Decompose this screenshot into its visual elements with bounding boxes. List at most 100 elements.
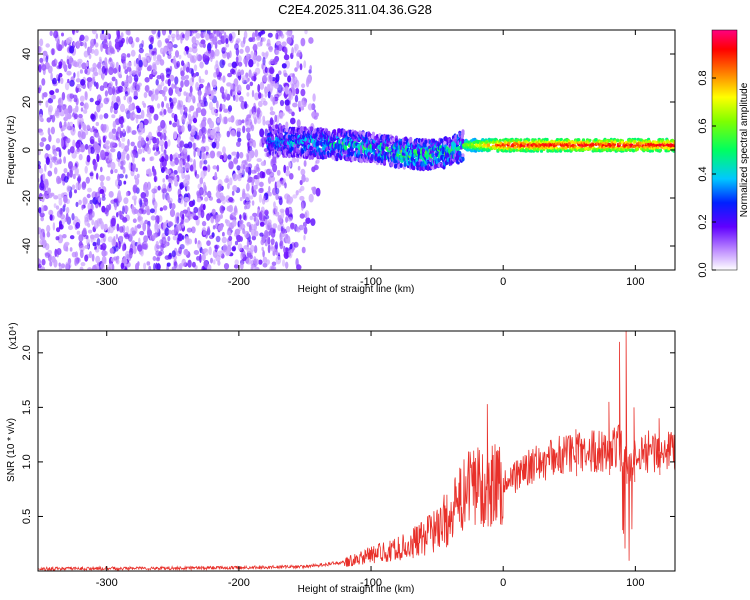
heatmap-cell — [247, 142, 250, 149]
heatmap-cell — [137, 148, 143, 155]
heatmap-cell — [142, 243, 148, 250]
heatmap-cell — [123, 95, 127, 101]
heatmap-cell — [272, 250, 276, 257]
heatmap-cell — [189, 158, 193, 163]
heatmap-cell — [39, 38, 44, 47]
heatmap-cell — [195, 173, 200, 179]
heatmap-cell — [176, 34, 181, 41]
heatmap-cell — [193, 159, 196, 168]
chart-title: C2E4.2025.311.04.36.G28 — [278, 2, 432, 17]
heatmap-cell — [294, 139, 299, 145]
heatmap-cell — [113, 198, 118, 203]
heatmap-cell — [144, 85, 150, 92]
heatmap-cell — [76, 230, 81, 235]
heatmap-cell — [61, 103, 67, 109]
heatmap-cell — [297, 149, 301, 155]
heatmap-cell — [234, 94, 239, 103]
heatmap-cell — [559, 137, 563, 142]
heatmap-cell — [186, 185, 190, 191]
heatmap-cell — [83, 124, 87, 132]
heatmap-cell — [149, 106, 155, 114]
heatmap-cell — [287, 153, 291, 159]
heatmap-cell — [69, 121, 73, 127]
heatmap-cell — [38, 263, 42, 269]
heatmap-cell — [242, 212, 247, 221]
heatmap-cell — [217, 135, 221, 142]
heatmap-cell — [108, 131, 114, 140]
heatmap-cell — [84, 42, 87, 49]
heatmap-cell — [120, 123, 124, 128]
heatmap-cell — [195, 32, 201, 39]
heatmap-cell — [232, 173, 238, 182]
heatmap-cell — [65, 206, 70, 214]
heatmap-cell — [313, 128, 318, 134]
heatmap-cell — [144, 219, 149, 225]
heatmap-cell — [91, 219, 95, 226]
heatmap-cell — [38, 167, 44, 174]
heatmap-cell — [38, 87, 41, 94]
heatmap-cell — [180, 80, 184, 88]
heatmap-cell — [82, 109, 88, 114]
heatmap-cell — [109, 141, 115, 147]
heatmap-cell — [276, 45, 280, 51]
heatmap-cell — [251, 177, 255, 186]
heatmap-cell — [191, 36, 197, 44]
heatmap-cell — [152, 144, 159, 149]
heatmap-cell — [217, 260, 221, 266]
heatmap-cell — [69, 79, 75, 87]
heatmap-cell — [257, 83, 261, 93]
heatmap-cell — [206, 214, 212, 219]
heatmap-cell — [74, 251, 78, 258]
top-y-tick-label: 40 — [21, 48, 33, 60]
heatmap-cell — [122, 87, 128, 92]
heatmap-cell — [118, 179, 122, 187]
heatmap-cell — [296, 157, 299, 163]
heatmap-cell — [92, 241, 97, 247]
heatmap-cell — [584, 146, 588, 150]
heatmap-cell — [189, 164, 194, 172]
heatmap-cell — [507, 141, 511, 145]
heatmap-cell — [105, 176, 111, 181]
heatmap-cell — [279, 240, 284, 250]
colorbar-label: Normalized spectral amplitude — [739, 82, 750, 217]
heatmap-cell — [180, 70, 185, 77]
heatmap-cell — [581, 138, 586, 142]
heatmap-cell — [204, 87, 209, 96]
heatmap-cell — [41, 204, 45, 214]
heatmap-cell — [95, 121, 100, 127]
heatmap-cell — [110, 217, 116, 227]
bottom-x-tick-label: 100 — [626, 577, 644, 589]
heatmap-cell — [213, 259, 216, 265]
heatmap-cell — [45, 55, 49, 64]
heatmap-cell — [117, 151, 122, 160]
heatmap-cell — [68, 225, 73, 231]
heatmap-cell — [126, 30, 131, 36]
heatmap-cell — [182, 209, 189, 214]
heatmap-cell — [176, 60, 181, 68]
heatmap-cell — [300, 168, 306, 176]
heatmap-cell — [219, 205, 225, 214]
heatmap-cell — [401, 148, 406, 153]
heatmap-cell — [85, 129, 89, 136]
heatmap-cell — [256, 36, 261, 41]
heatmap-cell — [198, 130, 202, 139]
heatmap-cell — [263, 215, 266, 222]
heatmap-cell — [272, 155, 277, 164]
heatmap-cell — [121, 81, 125, 87]
heatmap-cell — [221, 236, 227, 244]
heatmap-cell — [307, 103, 313, 111]
heatmap-cell — [234, 259, 239, 266]
heatmap-cell — [156, 137, 160, 146]
heatmap-cell — [118, 116, 125, 125]
heatmap-cell — [43, 191, 48, 197]
heatmap-cell — [63, 168, 68, 174]
heatmap-cell — [217, 125, 220, 133]
heatmap-cell — [300, 37, 306, 47]
heatmap-cell — [46, 117, 52, 123]
heatmap-cell — [71, 213, 75, 221]
heatmap-cell — [122, 128, 126, 134]
heatmap-cell — [84, 68, 88, 75]
heatmap-cell — [104, 223, 108, 231]
heatmap-cell — [51, 60, 57, 67]
heatmap-cell — [49, 90, 55, 96]
